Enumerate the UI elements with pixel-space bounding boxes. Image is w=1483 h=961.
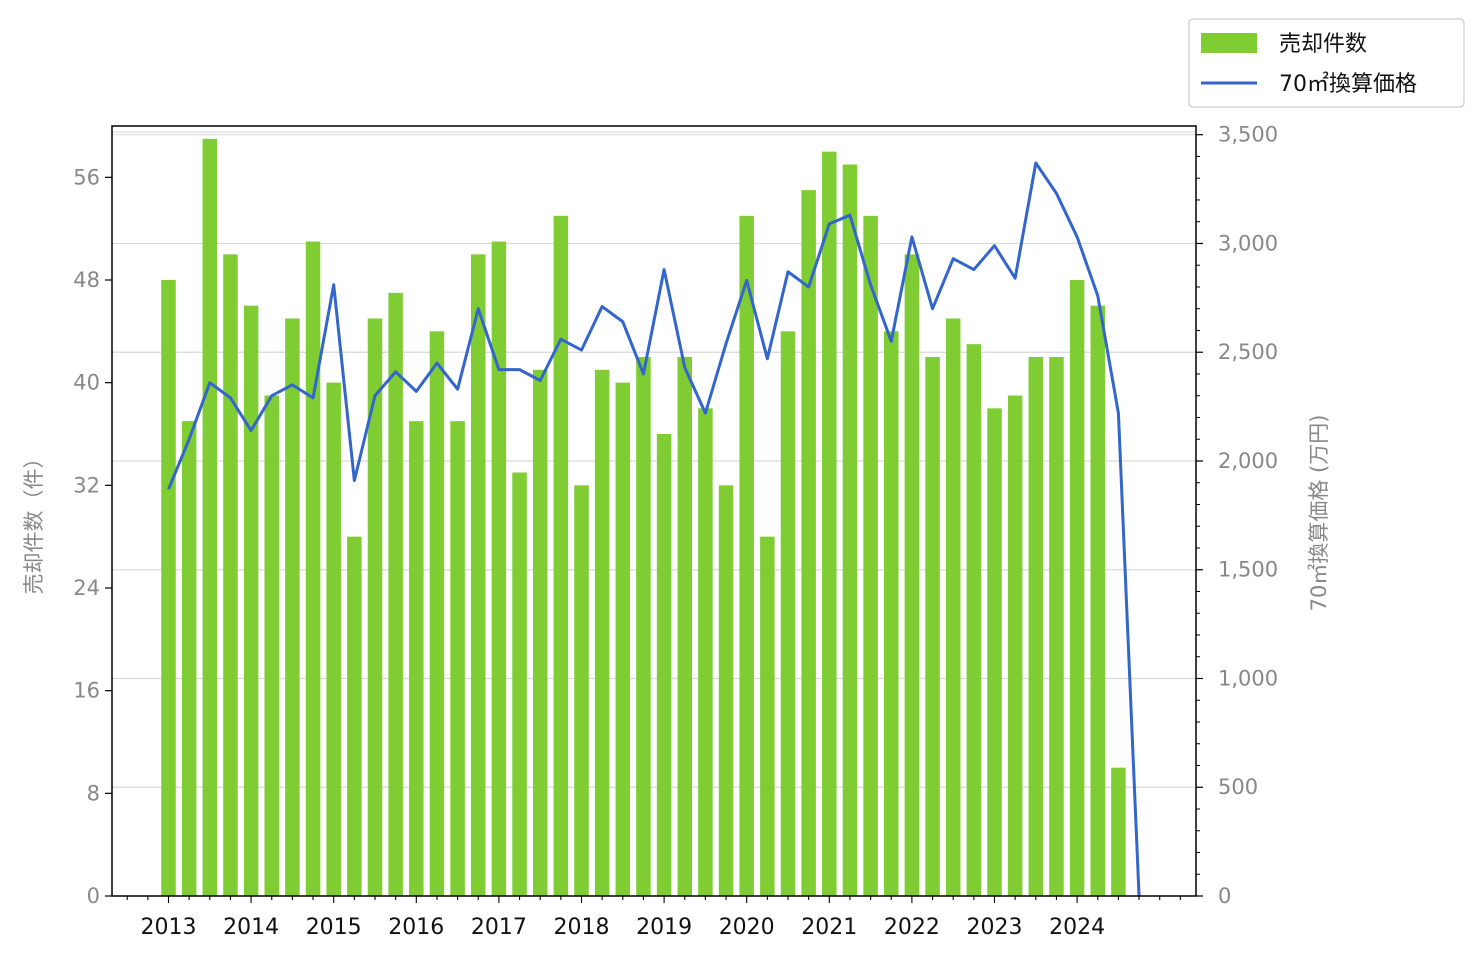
right-axis-label: 70㎡換算価格 (万円)	[1307, 415, 1331, 612]
bar	[801, 190, 816, 896]
bar	[512, 472, 527, 896]
left-axis-tick-labels: 0 8 16 24 32 40 48 56	[73, 165, 100, 908]
bar	[1069, 280, 1085, 896]
bar	[822, 151, 837, 896]
legend-bar-swatch	[1201, 33, 1257, 53]
left-tick-label: 0	[87, 884, 100, 908]
bar	[181, 421, 197, 896]
bar	[1090, 305, 1105, 897]
left-axis-label: 売却件数（件）	[22, 448, 46, 595]
bar	[388, 292, 403, 896]
bar	[347, 536, 362, 896]
price-line	[167, 161, 1141, 897]
bar	[264, 395, 279, 896]
bar	[450, 421, 465, 896]
right-tick-label: 2,000	[1218, 449, 1278, 473]
left-tick-label: 56	[73, 165, 100, 189]
bar	[780, 331, 796, 896]
legend: 売却件数 70㎡換算価格	[1188, 18, 1465, 108]
line-series	[167, 161, 1141, 897]
left-tick-label: 32	[73, 473, 100, 497]
bar	[409, 421, 424, 896]
bar	[987, 408, 1002, 896]
bar	[202, 138, 218, 897]
axis-ticks	[105, 134, 1203, 903]
x-axis-tick-labels: 2013 2014 2015 2016 2017 2018 2019 2020 2021 2022…	[141, 915, 1106, 940]
bar	[223, 254, 238, 897]
bar	[718, 485, 734, 896]
x-tick-label: 2021	[801, 915, 857, 940]
bar	[367, 318, 383, 896]
right-axis-tick-labels: 0 500 1,000 1,500 2,000 2,500 3,000 3,500	[1218, 123, 1278, 908]
bar	[594, 369, 610, 896]
bar	[243, 305, 259, 897]
bar	[1049, 357, 1064, 896]
right-tick-label: 1,500	[1218, 558, 1278, 582]
x-tick-label: 2015	[306, 915, 362, 940]
bar	[863, 215, 878, 897]
right-tick-label: 0	[1218, 884, 1231, 908]
x-tick-label: 2018	[554, 915, 610, 940]
left-tick-label: 16	[73, 679, 100, 703]
bar	[574, 485, 589, 896]
bar	[532, 369, 548, 896]
bar	[429, 331, 445, 896]
bar	[615, 382, 631, 897]
bar	[553, 215, 569, 897]
right-tick-label: 500	[1218, 775, 1258, 799]
bar	[904, 254, 920, 897]
bar	[305, 241, 321, 896]
bar	[636, 357, 651, 896]
x-tick-label: 2024	[1049, 915, 1105, 940]
bar-series	[161, 138, 1126, 897]
x-tick-label: 2013	[141, 915, 197, 940]
bar	[1111, 767, 1126, 896]
bar	[491, 241, 507, 896]
bar	[285, 318, 300, 896]
bar	[842, 164, 858, 896]
x-tick-label: 2017	[471, 915, 527, 940]
left-tick-label: 8	[87, 781, 100, 805]
x-tick-label: 2019	[636, 915, 692, 940]
plot-frame	[111, 125, 1197, 897]
bar	[966, 344, 982, 897]
x-tick-label: 2014	[223, 915, 279, 940]
bar	[884, 331, 899, 896]
x-tick-label: 2022	[884, 915, 940, 940]
bar	[1007, 395, 1023, 896]
x-tick-label: 2020	[719, 915, 775, 940]
bar	[326, 382, 341, 897]
x-tick-label: 2023	[967, 915, 1023, 940]
right-tick-label: 1,000	[1218, 666, 1278, 690]
bar	[739, 215, 754, 897]
legend-bar-label: 売却件数	[1279, 32, 1367, 57]
right-tick-label: 2,500	[1218, 340, 1278, 364]
bar	[760, 536, 775, 896]
legend-box	[1188, 18, 1465, 108]
legend-line-label: 70㎡換算価格	[1279, 71, 1417, 97]
left-tick-label: 48	[73, 268, 100, 292]
bar	[677, 357, 692, 896]
left-tick-label: 40	[73, 371, 100, 395]
bar	[656, 434, 672, 896]
bar	[698, 408, 713, 896]
right-tick-label: 3,500	[1218, 123, 1278, 147]
bar	[1028, 357, 1044, 896]
left-tick-label: 24	[73, 576, 100, 600]
bar	[161, 280, 176, 896]
bar	[471, 254, 486, 897]
bar	[925, 357, 940, 896]
x-tick-label: 2016	[388, 915, 444, 940]
right-tick-label: 3,000	[1218, 231, 1278, 255]
bar	[945, 318, 961, 896]
